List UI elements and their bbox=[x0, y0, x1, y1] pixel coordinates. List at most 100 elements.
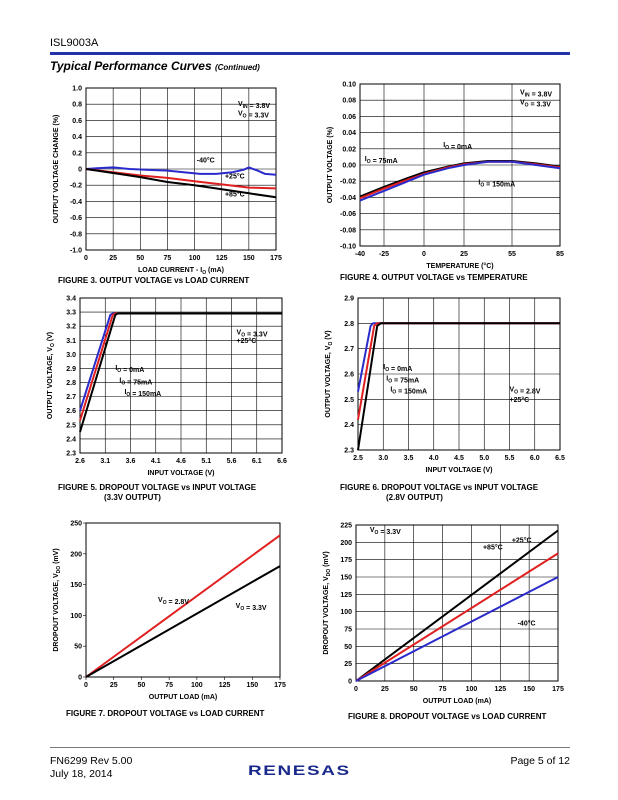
fig3-ytick-label: -1.0 bbox=[70, 248, 82, 255]
fig3-xtick-label: 50 bbox=[136, 255, 144, 262]
fig3-xtick-label: 150 bbox=[243, 255, 255, 262]
fig3-x-axis-label: LOAD CURRENT - IO (mA) bbox=[138, 267, 224, 276]
fig4-ytick-label: 0.06 bbox=[342, 114, 356, 121]
fig3-ytick-label: -0.6 bbox=[70, 215, 82, 222]
fig8-ytick-label: 150 bbox=[340, 575, 352, 582]
fig3-ytick-label: 0 bbox=[78, 167, 82, 174]
fig6-xtick-label: 3.5 bbox=[404, 455, 414, 462]
fig7-xtick-label: 150 bbox=[246, 682, 258, 689]
fig7-xtick-label: 75 bbox=[165, 682, 173, 689]
fig4-ytick-label: -0.08 bbox=[340, 227, 356, 234]
fig8-xtick-label: 100 bbox=[466, 686, 478, 693]
fig6-xtick-label: 6.5 bbox=[555, 455, 565, 462]
fig7-annotation-1: VO = 3.3V bbox=[236, 603, 267, 612]
fig7-annotation-0: VO = 2.8V bbox=[158, 597, 189, 606]
caption-fig5: FIGURE 5. DROPOUT VOLTAGE vs INPUT VOLTA… bbox=[58, 483, 256, 503]
fig7-xtick-label: 175 bbox=[274, 682, 286, 689]
fig6-xtick-label: 5.0 bbox=[479, 455, 489, 462]
fig4-ytick-label: -0.10 bbox=[340, 244, 356, 251]
fig3-ytick-label: 0.2 bbox=[72, 150, 82, 157]
fig7-x-axis-label: OUTPUT LOAD (mA) bbox=[149, 694, 217, 701]
fig4-ytick-label: 0.04 bbox=[342, 130, 356, 137]
fig6-ytick-label: 2.4 bbox=[344, 422, 354, 429]
fig4-annotation-0: VIN = 3.8V bbox=[520, 90, 552, 99]
fig3-xtick-label: 0 bbox=[84, 255, 88, 262]
fig7-xtick-label: 0 bbox=[84, 682, 88, 689]
doc-number: FN6299 Rev 5.00 bbox=[50, 755, 133, 767]
fig4-annotation-3: IO = 75mA bbox=[365, 156, 398, 165]
fig4-ytick-label: 0.10 bbox=[342, 82, 356, 89]
fig4-series-line-2 bbox=[359, 160, 561, 202]
fig8-xtick-label: 175 bbox=[552, 686, 564, 693]
fig7-series-line-0 bbox=[85, 534, 281, 678]
fig7-xtick-label: 100 bbox=[191, 682, 203, 689]
fig4-ytick-label: -0.04 bbox=[340, 195, 356, 202]
fig4-y-axis-label: OUTPUT VOLTAGE (%) bbox=[327, 127, 334, 203]
fig4-ytick-label: 0.00 bbox=[342, 163, 356, 170]
fig6-annotation-4: IO = 150mA bbox=[390, 387, 427, 396]
document-id: ISL9003A bbox=[50, 37, 99, 49]
fig8-xtick-label: 150 bbox=[523, 686, 535, 693]
fig5-ytick-label: 2.3 bbox=[66, 451, 76, 458]
fig8-ytick-label: 25 bbox=[344, 661, 352, 668]
fig8-xtick-label: 25 bbox=[381, 686, 389, 693]
fig3-xtick-label: 125 bbox=[216, 255, 228, 262]
fig8-ytick-label: 50 bbox=[344, 644, 352, 651]
fig8-annotation-0: VO = 3.3V bbox=[370, 527, 401, 536]
chart-fig8: 0 25 50 75 100 125 150 175 0 25 50 75 100 125 150 175 20… bbox=[323, 523, 564, 706]
fig5-ytick-label: 2.7 bbox=[66, 394, 76, 401]
fig5-ytick-label: 2.4 bbox=[66, 436, 76, 443]
fig7-xtick-label: 25 bbox=[110, 682, 118, 689]
fig5-xtick-label: 3.1 bbox=[100, 458, 110, 465]
fig5-ytick-label: 2.6 bbox=[66, 408, 76, 415]
fig3-y-axis-label: OUTPUT VOLTAGE CHANGE (%) bbox=[53, 115, 60, 224]
section-title-text: Typical Performance Curves bbox=[50, 59, 212, 73]
fig7-ytick-label: 0 bbox=[78, 675, 82, 682]
fig8-y-axis-label: DROPOUT VOLTAGE, VDO (mV) bbox=[323, 551, 332, 654]
fig8-series-line-1 bbox=[355, 552, 559, 682]
fig8-annotation-1: +85°C bbox=[483, 543, 503, 551]
fig3-annotation-1: VO = 3.3V bbox=[238, 111, 269, 120]
fig3-ytick-label: 0.8 bbox=[72, 102, 82, 109]
fig5-y-axis-label: OUTPUT VOLTAGE, VO (V) bbox=[47, 332, 56, 419]
fig8-xtick-label: 125 bbox=[494, 686, 506, 693]
fig7-xtick-label: 125 bbox=[219, 682, 231, 689]
fig5-xtick-label: 3.6 bbox=[126, 458, 136, 465]
fig8-ytick-label: 75 bbox=[344, 627, 352, 634]
caption-fig6-line2: (2.8V OUTPUT) bbox=[386, 493, 443, 502]
fig3-xtick-label: 175 bbox=[270, 255, 282, 262]
fig8-annotation-3: -40°C bbox=[518, 620, 536, 628]
fig8-x-axis-label: OUTPUT LOAD (mA) bbox=[423, 698, 491, 705]
section-title-suffix: (Continued) bbox=[214, 63, 260, 72]
fig4-annotation-1: VO = 3.3V bbox=[520, 99, 551, 108]
fig8-ytick-label: 225 bbox=[340, 523, 352, 530]
caption-fig5-line1: FIGURE 5. DROPOUT VOLTAGE vs INPUT VOLTA… bbox=[58, 483, 257, 492]
caption-fig6-line1: FIGURE 6. DROPOUT VOLTAGE vs INPUT VOLTA… bbox=[340, 483, 539, 492]
fig7-ytick-label: 250 bbox=[70, 521, 82, 528]
fig7-plot-frame bbox=[85, 522, 281, 678]
doc-date: July 18, 2014 bbox=[50, 768, 113, 780]
fig6-ytick-label: 2.5 bbox=[344, 397, 354, 404]
fig3-ytick-label: -0.4 bbox=[70, 199, 82, 206]
fig3-series-line-2 bbox=[85, 168, 277, 199]
fig5-ytick-label: 3.3 bbox=[66, 310, 76, 317]
fig5-annotation-3: IO = 75mA bbox=[119, 378, 152, 387]
renesas-logo: RENESAS bbox=[248, 762, 351, 778]
fig4-series-line-1 bbox=[359, 160, 561, 200]
chart-fig7: 0 25 50 75 100 125 150 175 0 50 100 150 200 250 OUTPUT… bbox=[53, 521, 286, 702]
fig3-series-line-0 bbox=[85, 166, 277, 176]
chart-fig4: -40 -25 0 25 55 85 -0.10 -0.08 -0.06 -0.04 -0.02 0.… bbox=[327, 82, 564, 271]
footer-doc-info: FN6299 Rev 5.00 July 18, 2014 bbox=[50, 755, 132, 781]
fig8-ytick-label: 175 bbox=[340, 557, 352, 564]
fig5-ytick-label: 2.9 bbox=[66, 366, 76, 373]
caption-fig8: FIGURE 8. DROPOUT VOLTAGE vs LOAD CURREN… bbox=[348, 712, 547, 721]
fig8-xtick-label: 75 bbox=[439, 686, 447, 693]
caption-fig3: FIGURE 3. OUTPUT VOLTAGE vs LOAD CURRENT bbox=[58, 276, 250, 285]
fig3-ytick-label: -0.2 bbox=[70, 183, 82, 190]
fig3-xtick-label: 75 bbox=[164, 255, 172, 262]
fig6-xtick-label: 4.5 bbox=[454, 455, 464, 462]
caption-fig7: FIGURE 7. DROPOUT VOLTAGE vs LOAD CURREN… bbox=[66, 709, 265, 718]
fig3-ytick-label: -0.8 bbox=[70, 231, 82, 238]
fig8-annotation-2: +25°C bbox=[512, 536, 532, 544]
fig5-x-axis-label: INPUT VOLTAGE (V) bbox=[147, 470, 214, 477]
